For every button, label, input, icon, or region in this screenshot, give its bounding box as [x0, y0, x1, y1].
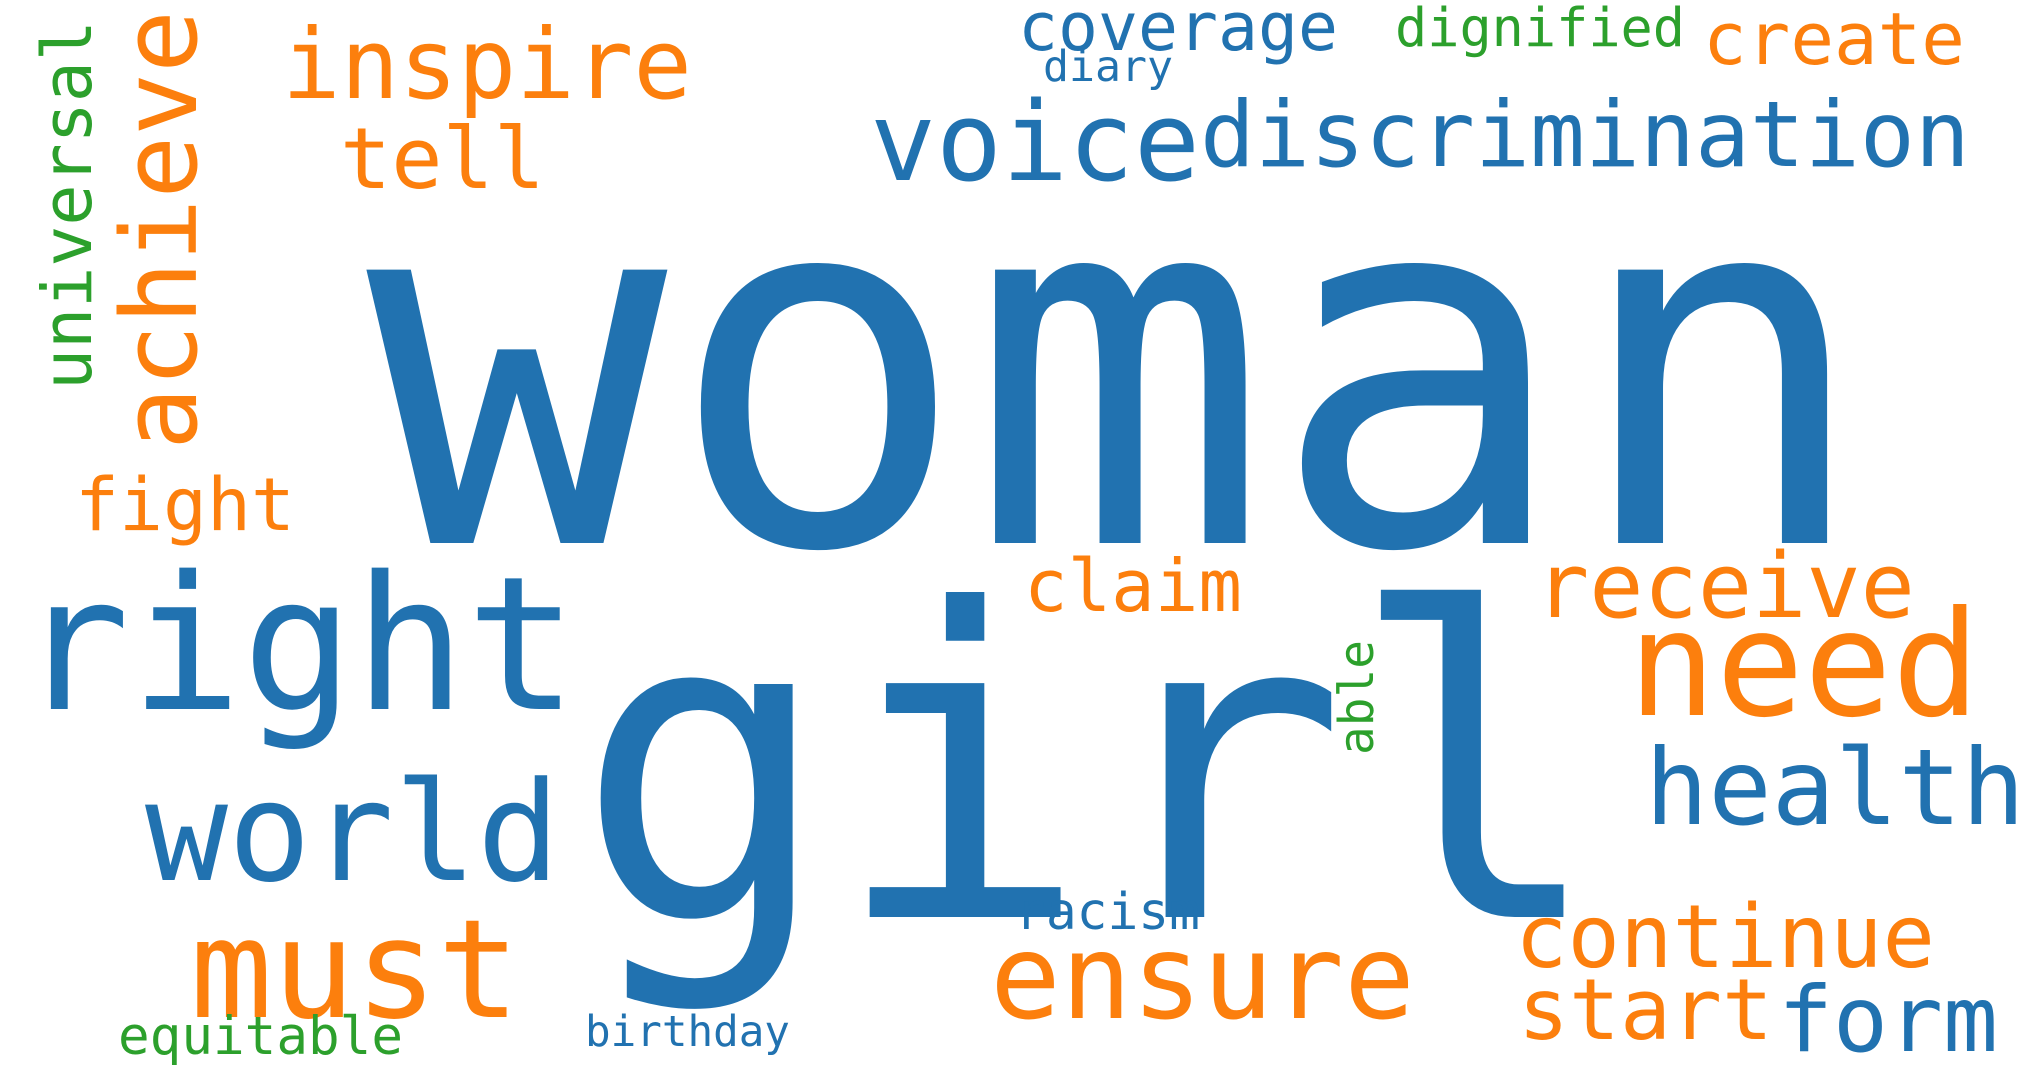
word-coverage: coverage [1018, 0, 1338, 67]
word-able: able [1330, 640, 1386, 755]
word-universal: universal [29, 20, 109, 390]
word-birthday: birthday [585, 1007, 790, 1058]
word-voice: voice [870, 77, 1200, 206]
word-diary: diary [1043, 41, 1173, 92]
word-discrimination: discrimination [1200, 81, 1970, 189]
word-inspire: inspire [282, 8, 692, 122]
word-fight: fight [75, 462, 295, 548]
word-must: must [190, 890, 520, 1050]
word-health: health [1645, 725, 2025, 849]
word-equitable: equitable [118, 1006, 403, 1068]
word-dignified: dignified [1395, 0, 1685, 59]
word-world: world [145, 751, 560, 913]
word-start: start [1518, 959, 1773, 1059]
word-tell: tell [340, 110, 545, 210]
word-need: need [1628, 579, 1980, 750]
word-form: form [1778, 966, 1998, 1074]
word-receive: receive [1535, 534, 1915, 640]
word-claim: claim [1024, 545, 1242, 630]
word-right: right [18, 536, 578, 753]
word-achieve: achieve [98, 10, 221, 450]
word-continue: continue [1515, 885, 1935, 988]
word-ensure: ensure [990, 908, 1415, 1046]
word-girl: girl [575, 520, 1605, 1019]
word-racism: racism [1015, 881, 1200, 942]
word-create: create [1703, 0, 1965, 82]
word-woman: woman [366, 79, 1872, 661]
